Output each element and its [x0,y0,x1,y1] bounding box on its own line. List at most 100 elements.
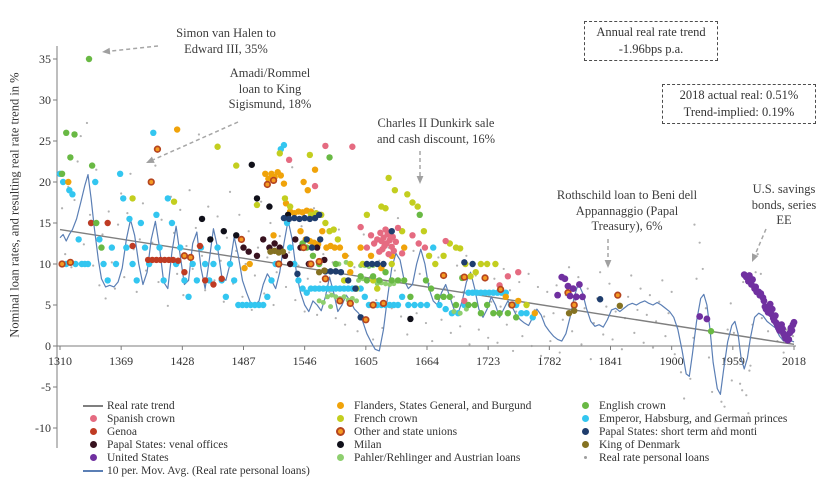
actual-vs-implied-box: 2018 actual real: 0.51% Trend-implied: 0… [662,84,816,124]
legend-item-label: King of Denmark [599,438,681,451]
x-tick-label: 1782 [537,354,561,368]
legend-dot-swatch [330,427,350,436]
legend-item: Papal States: short term and monti [575,425,787,438]
annotation-line: bonds, series [751,197,817,212]
legend-item: Papal States: venal offices [83,438,310,451]
y-tick-label: 10 [39,257,51,271]
legend-dot-swatch [83,415,103,422]
moving-average-line [59,174,795,395]
annotation-line: Simon van Halen to [176,26,276,40]
annotation-line: Amadi/Rommel [229,66,311,80]
x-tick-label: 1664 [415,354,439,368]
legend-column-2: Flanders, States General, and Burgund Fre… [330,399,531,464]
y-tick-label: 20 [39,175,51,189]
series-french-crown [129,143,530,309]
x-tick-label: 2018 [782,354,806,368]
legend-item: Other and state unions [330,425,531,438]
legend-dot-swatch [575,415,595,422]
annotation-rothschild-loan: Rothschild loan to Beni dell Appannaggio … [557,188,697,235]
legend-dot-swatch [575,428,595,435]
legend-item-label: 10 per. Mov. Avg. (Real rate personal lo… [107,464,310,477]
actual-box-line2: Trend-implied: 0.19% [683,105,795,119]
annotation-line: Treasury), 6% [591,219,663,233]
y-tick-label: 5 [45,298,51,312]
x-tick-label: 1900 [660,354,684,368]
legend-dot-swatch [575,402,595,409]
x-tick-label: 1605 [354,354,378,368]
legend-item-label: Milan [354,438,382,451]
legend-item: Real rate trend [83,399,310,412]
legend-item: French crown [330,412,531,425]
legend-line-swatch [83,404,103,407]
x-tick-label: 1841 [599,354,623,368]
legend-dot-swatch [330,402,350,409]
x-tick-label: 1310 [48,354,72,368]
annotation-line: Sigismund, 18% [228,97,312,111]
y-tick-label: -10 [35,421,51,435]
legend-item: English crown [575,399,787,412]
y-tick-label: 0 [45,339,51,353]
legend-item-label: Pahler/Rehlinger and Austrian loans [354,451,521,464]
annotation-us-savings-bonds: U.S. savings bonds, series EE [752,182,817,229]
legend-item-label: Papal States: short term and monti [599,425,758,438]
legend-dot-swatch [83,454,103,461]
legend-dot-swatch [330,415,350,422]
legend-item-label: Real rate personal loans [599,451,710,464]
legend-item: Genoa [83,425,310,438]
annotation-simon-van-halen: Simon van Halen to Edward III, 35% [176,26,276,57]
legend-item: Pahler/Rehlinger and Austrian loans [330,451,531,464]
series-english-crown [58,55,715,335]
legend-item: Flanders, States General, and Burgund [330,399,531,412]
annotation-line: and cash discount, 16% [376,131,496,146]
legend-item: Spanish crown [83,412,310,425]
series-king-denmark [267,247,624,317]
y-axis-title: Nominal loan rates, and resulting real r… [7,72,22,338]
legend-item-label: Spanish crown [107,412,176,425]
series-spanish-crown [285,142,572,305]
annual-trend-box-line2: -1.96bps p.a. [618,42,684,56]
legend-item: 10 per. Mov. Avg. (Real rate personal lo… [83,464,310,477]
x-tick-label: 1428 [170,354,194,368]
x-tick-label: 1546 [293,354,317,368]
annotation-line: loan to King [238,81,302,96]
annotation-line: EE [776,213,792,227]
annotation-line: Appannaggio (Papal [575,203,679,218]
legend-dot-swatch [83,441,103,448]
annual-trend-box: Annual real rate trend -1.96bps p.a. [584,21,718,61]
legend-dot-swatch [330,454,350,461]
legend-line-swatch [83,469,103,472]
legend-item: King of Denmark [575,438,787,451]
y-tick-label: -5 [41,380,51,394]
annotation-line: Charles II Dunkirk sale [377,116,495,130]
axes: 35 30 25 20 15 10 5 0 -5 -10 1310 1369 1428 1487 1546 1… [35,46,806,448]
legend-item-label: Real rate trend [107,399,175,412]
y-tick-label: 30 [39,93,51,107]
annotation-line: Rothschild loan to Beni dell [556,188,698,202]
annotation-line: U.S. savings [752,182,816,196]
series-united-states [554,271,798,344]
legend-column-1: Real rate trend Spanish crown Genoa Papal S… [83,399,310,477]
series-genoa [87,219,225,288]
y-tick-label: 25 [39,134,51,148]
legend-item-label: Flanders, States General, and Burgund [354,399,532,412]
legend-dot-swatch [330,441,350,448]
annotation-amadi-rommel: Amadi/Rommel loan to King Sigismund, 18% [229,66,312,113]
legend-item-label: Emperor, Habsburg, and German princes [599,412,788,425]
y-tick-label: 15 [39,216,51,230]
legend-item-label: English crown [599,399,666,412]
series-real-rate-personal-loans [60,121,795,430]
actual-box-line1: 2018 actual real: 0.51% [679,88,799,102]
annotation-line: Edward III, 35% [184,41,268,56]
x-tick-label: 1723 [476,354,500,368]
legend-item: Real rate personal loans [575,451,787,464]
legend-item: Emperor, Habsburg, and German princes [575,412,787,425]
annotation-charles-ii-dunkirk: Charles II Dunkirk sale and cash discount… [377,116,495,147]
annual-trend-box-line1: Annual real rate trend [596,25,706,39]
legend-dot-swatch [83,428,103,435]
y-tick-label: 35 [39,52,51,66]
legend-item-label: French crown [354,412,418,425]
legend-item-label: Genoa [107,425,138,438]
legend-item-label: Papal States: venal offices [107,438,228,451]
